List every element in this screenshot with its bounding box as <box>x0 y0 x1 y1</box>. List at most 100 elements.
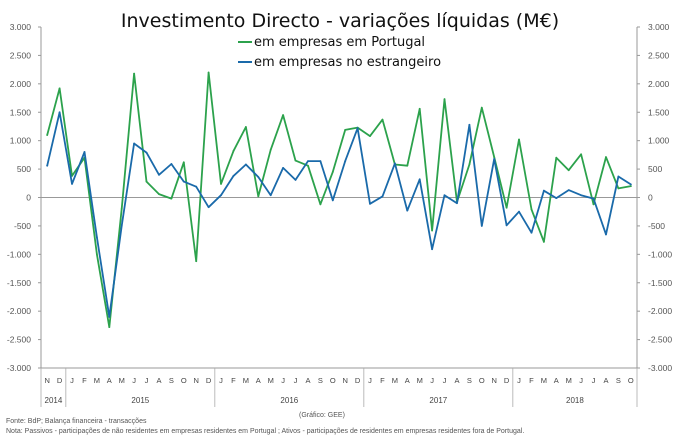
data-point-estrangeiro <box>133 142 136 145</box>
x-tick-label-month: M <box>566 376 572 385</box>
y-tick-label-left: -3.000 <box>7 363 31 373</box>
data-point-portugal <box>431 229 434 232</box>
x-tick-label-month: A <box>156 376 161 385</box>
y-tick-label-right: 1.000 <box>648 136 670 146</box>
series-line-portugal <box>46 71 632 329</box>
x-tick-label-month: D <box>57 376 63 385</box>
data-point-estrangeiro <box>145 151 148 154</box>
data-point-portugal <box>294 159 297 162</box>
x-tick-label-month: D <box>355 376 361 385</box>
data-point-portugal <box>443 98 446 101</box>
data-point-estrangeiro <box>542 189 545 192</box>
x-tick-label-month: A <box>305 376 310 385</box>
axes <box>38 26 640 369</box>
x-tick-label-month: N <box>491 376 496 385</box>
x-tick-label-month: F <box>529 376 534 385</box>
x-tick-label-month: M <box>268 376 274 385</box>
y-tick-label-right: 0 <box>648 193 653 203</box>
x-tick-label-month: N <box>342 376 347 385</box>
data-point-estrangeiro <box>282 167 285 169</box>
data-point-portugal <box>629 185 632 188</box>
data-point-portugal <box>480 106 483 109</box>
data-point-portugal <box>542 240 545 243</box>
x-tick-label-month: M <box>417 376 423 385</box>
x-tick-label-month: N <box>193 376 198 385</box>
x-tick-label-month: J <box>592 376 596 385</box>
x-tick-label-month: O <box>628 376 634 385</box>
chart-title: Investimento Directo - variações líquida… <box>121 10 559 32</box>
data-point-portugal <box>158 193 160 195</box>
data-point-portugal <box>244 126 247 128</box>
y-tick-label-left: 3.000 <box>10 22 32 32</box>
data-point-portugal <box>344 128 347 131</box>
x-tick-label-month: D <box>504 376 510 385</box>
x-tick-label-year: 2016 <box>280 396 298 405</box>
x-tick-label-month: J <box>579 376 583 385</box>
data-point-estrangeiro <box>393 162 396 165</box>
legend-label-estrangeiro: em empresas no estrangeiro <box>254 55 441 70</box>
data-point-portugal <box>220 182 222 185</box>
y-tick-label-left: 500 <box>17 164 31 174</box>
data-point-estrangeiro <box>617 175 620 178</box>
y-tick-label-right: -1.500 <box>648 278 672 288</box>
data-point-portugal <box>269 148 272 151</box>
y-tick-label-left: 2.000 <box>10 79 32 89</box>
y-tick-label-right: -1.000 <box>648 249 672 259</box>
data-point-estrangeiro <box>518 210 520 213</box>
data-point-estrangeiro <box>629 183 632 186</box>
data-point-estrangeiro <box>555 197 558 199</box>
x-tick-label-month: J <box>132 376 136 385</box>
data-point-estrangeiro <box>71 182 73 185</box>
x-tick-label-month: A <box>603 376 608 385</box>
x-tick-label-month: M <box>94 376 100 385</box>
data-point-estrangeiro <box>207 206 210 209</box>
x-tick-label-month: M <box>243 376 249 385</box>
y-axis-left: 3.000 2.500 2.000 1.500 1.000 500 0 -500 -1.000 -… <box>7 22 31 373</box>
data-point-portugal <box>617 187 620 190</box>
data-point-estrangeiro <box>369 202 371 205</box>
data-point-estrangeiro <box>257 176 260 178</box>
y-tick-label-left: -1.000 <box>7 249 31 259</box>
data-point-estrangeiro <box>605 233 607 236</box>
y-tick-label-right: 2.500 <box>648 50 670 60</box>
x-tick-label-month: J <box>70 376 74 385</box>
data-point-estrangeiro <box>456 202 458 205</box>
data-point-estrangeiro <box>356 127 359 130</box>
data-point-estrangeiro <box>468 123 471 126</box>
data-point-estrangeiro <box>120 225 123 227</box>
data-point-estrangeiro <box>443 194 446 197</box>
data-point-portugal <box>555 156 558 159</box>
data-point-estrangeiro <box>170 163 173 165</box>
data-point-portugal <box>58 87 61 90</box>
data-point-portugal <box>580 153 583 156</box>
x-tick-label-month: O <box>330 376 336 385</box>
data-point-estrangeiro <box>381 195 384 198</box>
data-point-estrangeiro <box>505 224 508 227</box>
x-tick-label-month: M <box>541 376 547 385</box>
y-tick-label-right: 500 <box>648 164 662 174</box>
data-point-portugal <box>369 135 371 138</box>
data-point-portugal <box>282 114 285 116</box>
y-axis-right: 3.000 2.500 2.000 1.500 1.000 500 0 -500 -1.000 -… <box>648 22 672 373</box>
x-tick-label-month: J <box>368 376 372 385</box>
y-tick-label-left: -2.500 <box>7 335 31 345</box>
x-tick-label-month: A <box>554 376 559 385</box>
data-point-estrangeiro <box>480 225 483 227</box>
data-point-estrangeiro <box>406 209 409 212</box>
x-tick-label-month: O <box>479 376 485 385</box>
source-text: Fonte: BdP; Balança financeira - transac… <box>6 418 147 425</box>
data-point-portugal <box>257 195 260 198</box>
data-point-portugal <box>133 72 136 75</box>
x-tick-label-month: J <box>294 376 298 385</box>
data-point-estrangeiro <box>195 185 198 188</box>
x-tick-label-month: A <box>256 376 261 385</box>
data-point-portugal <box>592 203 595 206</box>
x-tick-label-month: M <box>392 376 398 385</box>
x-tick-label-month: F <box>380 376 385 385</box>
data-point-estrangeiro <box>108 315 111 318</box>
data-point-portugal <box>95 253 98 256</box>
data-point-portugal <box>605 156 607 159</box>
data-point-portugal <box>493 156 496 159</box>
data-point-portugal <box>530 208 533 211</box>
